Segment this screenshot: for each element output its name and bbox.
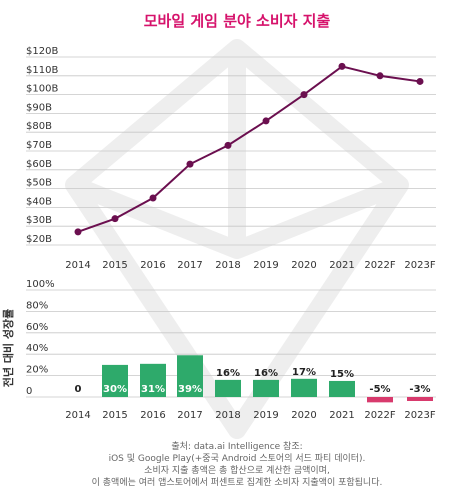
- bar-x-tick-label: 2023F: [404, 410, 435, 421]
- line-x-tick-label: 2015: [102, 260, 127, 271]
- diamond-watermark-icon: [65, 39, 409, 439]
- source-note: 출처: data.ai Intelligence 참조: iOS 및 Googl…: [92, 440, 383, 488]
- line-x-tick-label: 2019: [253, 260, 278, 271]
- spend-data-point: [186, 160, 194, 168]
- growth-bar: [102, 364, 128, 397]
- growth-bar: [215, 379, 241, 397]
- bar-value-label: -3%: [409, 384, 430, 395]
- line-y-tick-label: $80B: [26, 121, 52, 132]
- spend-data-point: [338, 62, 346, 70]
- line-y-tick-label: $20B: [26, 234, 52, 245]
- growth-bar: [253, 379, 279, 397]
- line-x-tick-label: 2022F: [364, 260, 395, 271]
- spend-data-point: [74, 228, 82, 236]
- spend-data-point: [111, 215, 119, 223]
- bar-y-tick-label: 80%: [26, 300, 48, 311]
- bar-x-tick-label: 2015: [102, 410, 127, 421]
- line-x-tick-label: 2021: [329, 260, 354, 271]
- bar-value-label: 16%: [216, 368, 240, 379]
- source-line-3: 소비자 지출 총액은 총 합산으로 계산한 금액이며,: [144, 464, 330, 476]
- line-y-tick-label: $120B: [26, 46, 58, 57]
- bar-x-tick-label: 2022F: [364, 410, 395, 421]
- growth-bar: [329, 380, 355, 397]
- line-y-tick-label: $100B: [26, 84, 58, 95]
- bar-x-tick-label: 2018: [215, 410, 240, 421]
- bar-x-tick-label: 2021: [329, 410, 354, 421]
- bar-value-label: 17%: [292, 367, 316, 378]
- spend-data-point: [149, 194, 157, 202]
- line-x-tick-label: 2020: [291, 260, 316, 271]
- bar-y-tick-label: 0: [26, 386, 32, 397]
- spend-data-point: [416, 77, 424, 85]
- source-line-4: 이 총액에는 여러 앱스토어에서 퍼센트로 집계한 소비자 지출액이 포함됩니다…: [92, 476, 383, 488]
- bar-x-tick-label: 2017: [177, 410, 202, 421]
- line-y-tick-label: $110B: [26, 65, 58, 76]
- spend-data-point: [376, 72, 384, 80]
- source-line-2: iOS 및 Google Play(+중국 Android 스토어의 서드 파티…: [109, 452, 366, 464]
- line-x-tick-label: 2023F: [404, 260, 435, 271]
- spend-line-chart: $20B $30B $40B $50B $60B $70B $80B $90B $100B $11…: [26, 46, 436, 271]
- line-y-tick-label: $70B: [26, 140, 52, 151]
- bar-x-tick-label: 2019: [253, 410, 278, 421]
- bar-y-tick-label: 20%: [26, 365, 48, 376]
- bar-y-tick-label: 60%: [26, 322, 48, 333]
- chart-title: 모바일 게임 분야 소비자 지출: [144, 12, 331, 30]
- growth-bar: [407, 397, 433, 401]
- line-x-tick-label: 2017: [177, 260, 202, 271]
- bar-x-tick-label: 2016: [140, 410, 165, 421]
- bar-value-label: 31%: [141, 384, 165, 395]
- bar-value-label: 0: [75, 384, 82, 395]
- bar-y-axis-label: 전년 대비 성장률: [1, 309, 15, 388]
- line-y-tick-label: $60B: [26, 159, 52, 170]
- spend-data-point: [262, 117, 270, 125]
- line-y-tick-label: $50B: [26, 178, 52, 189]
- spend-data-point: [300, 91, 308, 99]
- growth-bar: [367, 397, 393, 403]
- line-x-tick-label: 2014: [65, 260, 90, 271]
- line-y-tick-label: $40B: [26, 196, 52, 207]
- spend-series-line: [77, 65, 421, 233]
- line-y-tick-label: $30B: [26, 215, 52, 226]
- growth-bar: [291, 378, 317, 397]
- growth-bar-chart: 0 20% 40% 60% 80% 100% 0 30% 31% 39% 16% 16% 17% 15% -…: [26, 279, 436, 421]
- bar-value-label: 15%: [330, 369, 354, 380]
- bar-value-label: 39%: [178, 384, 202, 395]
- bar-y-tick-label: 100%: [26, 279, 55, 290]
- line-y-tick-label: $90B: [26, 102, 52, 113]
- spend-data-point: [224, 141, 232, 149]
- bar-x-tick-label: 2014: [65, 410, 90, 421]
- line-x-tick-label: 2016: [140, 260, 165, 271]
- growth-bar: [177, 355, 203, 397]
- bar-value-label: 16%: [254, 368, 278, 379]
- bar-value-label: 30%: [103, 384, 127, 395]
- line-x-tick-label: 2018: [215, 260, 240, 271]
- source-line-1: 출처: data.ai Intelligence 참조:: [171, 440, 302, 452]
- bar-value-label: -5%: [369, 384, 390, 395]
- bar-y-tick-label: 40%: [26, 343, 48, 354]
- bar-x-tick-label: 2020: [291, 410, 316, 421]
- growth-bar: [140, 363, 166, 397]
